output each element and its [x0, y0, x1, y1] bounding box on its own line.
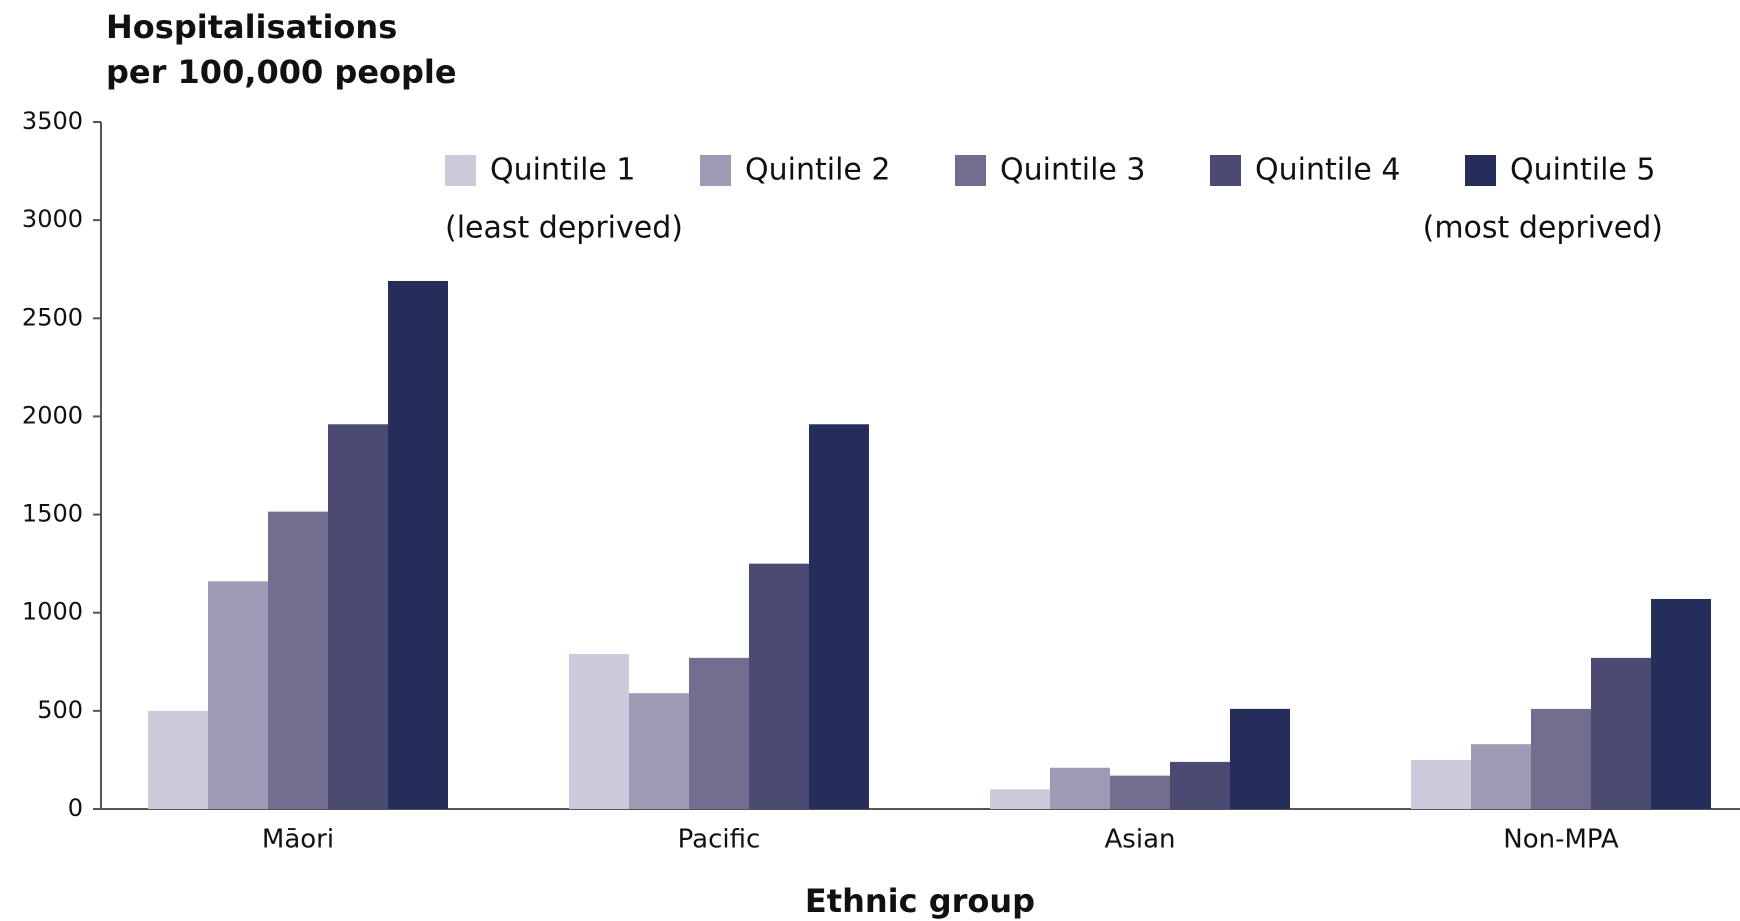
y-tick-label: 3000	[22, 205, 83, 233]
legend-swatch	[1210, 155, 1241, 186]
bar	[1471, 744, 1531, 809]
bar	[1531, 708, 1591, 809]
bar	[629, 693, 689, 809]
legend-swatch	[1465, 155, 1496, 186]
bar	[328, 424, 388, 809]
y-tick-label: 0	[68, 794, 83, 822]
legend-swatch	[700, 155, 731, 186]
x-tick-label: Asian	[1105, 825, 1176, 855]
legend-label: Quintile 1	[490, 153, 636, 188]
bar	[809, 424, 869, 809]
y-tick-label: 2000	[22, 401, 83, 429]
y-tick-label: 1500	[22, 500, 83, 528]
legend-label: Quintile 2	[745, 153, 891, 188]
y-tick-label: 1000	[22, 598, 83, 626]
bar	[268, 511, 328, 809]
legend-swatch	[955, 155, 986, 186]
x-axis-title: Ethnic group	[805, 882, 1035, 920]
bar	[1230, 708, 1290, 809]
legend-label: Quintile 5	[1510, 153, 1656, 188]
bar	[749, 563, 809, 809]
legend-swatch	[445, 155, 476, 186]
bar	[1651, 598, 1711, 809]
y-axis-title: Hospitalisations	[106, 8, 397, 46]
bar	[388, 280, 448, 809]
y-tick-label: 2500	[22, 303, 83, 331]
bar	[990, 789, 1050, 809]
y-tick-label: 3500	[22, 107, 83, 135]
bar	[1110, 775, 1170, 809]
bar	[569, 653, 629, 809]
legend-label: Quintile 3	[1000, 153, 1146, 188]
y-tick-label: 500	[37, 696, 83, 724]
y-axis-title: per 100,000 people	[106, 53, 457, 91]
x-tick-label: Non-MPA	[1503, 825, 1619, 855]
legend-label: Quintile 4	[1255, 153, 1401, 188]
bar	[689, 657, 749, 809]
bar	[148, 710, 208, 809]
bar	[1170, 761, 1230, 809]
bar	[1411, 759, 1471, 809]
legend-note: (least deprived)	[445, 211, 683, 246]
legend-note: (most deprived)	[1423, 211, 1663, 246]
bar	[1591, 657, 1651, 809]
bar	[1050, 767, 1110, 809]
x-tick-label: Māori	[262, 825, 334, 855]
x-tick-label: Pacific	[678, 825, 761, 855]
bar	[208, 581, 268, 809]
